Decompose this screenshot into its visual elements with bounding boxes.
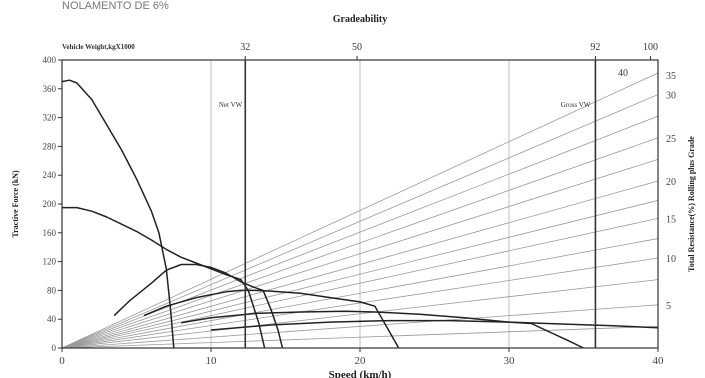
right-tick-label-4: 25 [666, 134, 676, 145]
tractive-force-curves [61, 79, 659, 349]
x-tick-label-1: 10 [206, 355, 218, 367]
y-tick-label-2: 80 [47, 285, 57, 295]
tractive-curve-4 [181, 310, 584, 349]
grade-line-6 [61, 200, 659, 349]
grade-line-7 [61, 180, 659, 349]
right-tick-label-6: 35 [666, 71, 676, 82]
x-tick-label-0: 0 [59, 355, 65, 367]
grade-line-4 [61, 238, 659, 349]
x-tick-label-4: 40 [653, 355, 665, 367]
grade-line-10 [61, 115, 659, 349]
y-tick-label-6: 240 [43, 170, 57, 180]
y-tick-label-10: 400 [43, 55, 57, 65]
top-tick-label-0: 32 [240, 42, 250, 53]
right-tick-label-1: 10 [666, 254, 676, 265]
chart-title: Gradeability [333, 14, 387, 25]
y2-axis-label: Total Resistance(%) Rolling plus Grade [687, 136, 696, 272]
right-tick-label-7: 40 [618, 68, 628, 79]
top-axis-label: Vehicle Weight,kgX1000 [62, 43, 135, 51]
grade-line-5 [61, 218, 659, 349]
x-tick-label-3: 30 [504, 355, 516, 367]
right-tick-label-0: 5 [666, 301, 671, 312]
grade-line-8 [61, 158, 659, 349]
y-tick-label-5: 200 [43, 199, 57, 209]
grade-line-12 [61, 72, 659, 349]
header-text: NOLAMENTO DE 6% [62, 0, 169, 12]
y-axis-label: Tractive Force (kN) [11, 170, 20, 238]
top-tick-label-1: 50 [352, 42, 362, 53]
y-tick-label-8: 320 [43, 113, 57, 123]
labels: NOLAMENTO DE 6% Gradeability Net VW Gross V… [11, 0, 696, 378]
grid [210, 60, 510, 348]
y-tick-label-7: 280 [43, 141, 57, 151]
y-tick-label-0: 0 [52, 343, 57, 353]
grade-line-1 [61, 304, 659, 349]
tractive-curve-2 [113, 263, 284, 349]
x-axis-label: Speed (km/h) [329, 369, 392, 378]
top-tick-label-2: 92 [590, 42, 600, 53]
y-tick-label-9: 360 [43, 84, 57, 94]
marker-label-1: Gross VW [561, 101, 591, 109]
grade-line-11 [61, 94, 659, 349]
plot-frame [58, 56, 659, 352]
x-tick-label-2: 20 [355, 355, 367, 367]
right-tick-label-2: 15 [666, 214, 676, 225]
y-tick-label-4: 160 [43, 228, 57, 238]
y-tick-label-3: 120 [43, 257, 57, 267]
right-tick-label-5: 30 [666, 91, 676, 102]
y-tick-label-1: 40 [47, 314, 57, 324]
tractive-curve-3 [143, 289, 400, 349]
grade-line-0 [61, 326, 659, 349]
right-tick-label-3: 20 [666, 177, 676, 188]
grade-lines [61, 72, 659, 349]
grade-line-2 [61, 279, 659, 349]
tractive-curve-0 [61, 79, 175, 349]
tractive-curve-5 [210, 319, 659, 331]
grade-line-9 [61, 137, 659, 349]
marker-label-0: Net VW [219, 101, 243, 109]
grade-line-3 [61, 257, 659, 349]
top-tick-label-3: 100 [643, 42, 658, 53]
